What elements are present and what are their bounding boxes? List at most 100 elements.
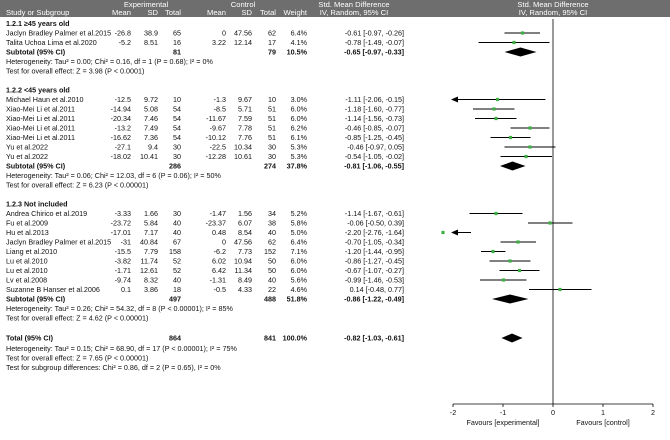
point-estimate — [441, 230, 445, 235]
study-weight: 6.2% — [291, 124, 308, 133]
header-exp-total: Total — [165, 8, 181, 17]
study-ctrl-mean: -1.47 — [210, 209, 226, 218]
study-weight: 6.1% — [291, 133, 308, 142]
total-ctrl-total: 841 — [264, 334, 276, 343]
subtotal-ci-text: -0.65 [-0.97, -0.33] — [344, 48, 404, 57]
point-estimate — [508, 135, 513, 140]
study-weight: 5.0% — [291, 228, 308, 237]
study-exp-total: 52 — [173, 257, 181, 266]
study-exp-sd: 10.41 — [140, 152, 158, 161]
study-exp-mean: -14.94 — [111, 105, 131, 114]
study-ctrl-sd: 10.34 — [234, 143, 252, 152]
study-ctrl-sd: 8.54 — [238, 228, 252, 237]
study-ctrl-sd: 47.56 — [234, 29, 252, 38]
subtotal-exp-total: 81 — [173, 48, 181, 57]
study-ctrl-mean: -1.3 — [214, 95, 226, 104]
study-exp-sd: 11.74 — [141, 257, 158, 266]
study-ctrl-total: 40 — [268, 276, 276, 285]
study-exp-sd: 7.17 — [144, 228, 158, 237]
study-name: Yu et al.2022 — [6, 143, 48, 152]
study-ctrl-mean: -23.37 — [206, 219, 226, 228]
study-ci-text: -1.20 [-1.44, -0.95] — [345, 247, 404, 256]
study-ci-text: -0.78 [-1.49, -0.07] — [345, 38, 404, 47]
study-ci-text: -0.46 [-0.85, -0.07] — [345, 124, 404, 133]
point-estimate — [501, 278, 506, 282]
header-control: Control — [231, 0, 256, 9]
study-weight: 5.3% — [291, 152, 308, 161]
header-smd-text: Std. Mean Difference — [318, 0, 389, 9]
study-name: Xiao-Mei Li et al.2011 — [6, 105, 75, 114]
study-ctrl-sd: 10.61 — [234, 152, 252, 161]
subtotal-weight: 37.8% — [287, 162, 308, 171]
subtotal-ctrl-total: 488 — [264, 295, 276, 304]
study-ci-text: -0.06 [-0.50, 0.39] — [347, 219, 404, 228]
study-exp-sd: 1.66 — [144, 209, 158, 218]
study-ctrl-sd: 7.73 — [238, 247, 252, 256]
study-exp-total: 40 — [173, 228, 181, 237]
study-ctrl-total: 40 — [268, 228, 276, 237]
study-exp-mean: -23.72 — [111, 219, 131, 228]
study-ctrl-mean: 6.02 — [212, 257, 226, 266]
study-exp-total: 54 — [173, 124, 181, 133]
point-estimate — [520, 31, 525, 35]
study-ctrl-mean: -8.5 — [214, 105, 226, 114]
study-exp-sd: 40.84 — [140, 238, 158, 247]
study-weight: 5.2% — [291, 209, 308, 218]
study-ci-text: 0.14 [-0.48, 0.77] — [350, 285, 404, 294]
header-smd-plot: Std. Mean Difference — [517, 0, 588, 9]
study-name: Hu et al.2013 — [6, 228, 49, 237]
study-ci-text: -0.85 [-1.25, -0.45] — [345, 133, 404, 142]
study-weight: 5.3% — [291, 143, 308, 152]
study-ctrl-total: 22 — [268, 285, 276, 294]
study-ctrl-mean: -12.28 — [206, 152, 226, 161]
study-ctrl-total: 51 — [268, 105, 276, 114]
study-weight: 6.0% — [291, 257, 308, 266]
point-estimate — [516, 240, 520, 244]
study-exp-sd: 5.08 — [144, 105, 158, 114]
study-name: Lu et al.2010 — [6, 257, 48, 266]
study-ci-text: -1.18 [-1.60, -0.77] — [345, 105, 404, 114]
study-ctrl-sd: 9.67 — [238, 95, 252, 104]
study-exp-mean: -17.01 — [111, 228, 131, 237]
total-weight: 100.0% — [283, 334, 308, 343]
study-name: Lv et al.2008 — [6, 276, 47, 285]
study-exp-total: 30 — [173, 152, 181, 161]
study-name: Michael Haun et al.2010 — [6, 95, 84, 104]
study-weight: 4.1% — [291, 38, 308, 47]
study-exp-total: 158 — [169, 247, 181, 256]
study-exp-mean: -26.8 — [115, 29, 131, 38]
study-ci-text: -1.11 [-2.06, -0.15] — [345, 95, 404, 104]
favours-left-label: Favours [experimental] — [466, 418, 539, 427]
study-exp-mean: -13.2 — [115, 124, 131, 133]
study-ctrl-total: 51 — [268, 133, 276, 142]
study-exp-mean: -12.5 — [115, 95, 131, 104]
point-estimate — [528, 145, 532, 149]
study-weight: 4.6% — [291, 285, 308, 294]
study-ctrl-sd: 11.34 — [235, 266, 252, 275]
study-weight: 5.6% — [291, 276, 308, 285]
study-ctrl-total: 50 — [268, 266, 276, 275]
study-weight: 6.0% — [291, 266, 308, 275]
subtotal-label: Subtotal (95% CI) — [6, 162, 66, 171]
study-ctrl-total: 38 — [268, 219, 276, 228]
study-exp-mean: 0.1 — [121, 285, 131, 294]
study-ctrl-sd: 47.56 — [234, 238, 252, 247]
subgroup-title: 1.2.3 Not included — [6, 200, 68, 209]
study-ctrl-total: 34 — [268, 209, 276, 218]
study-ctrl-mean: -22.5 — [210, 143, 226, 152]
study-exp-mean: -1.71 — [115, 266, 131, 275]
study-ci-text: -2.20 [-2.76, -1.64] — [345, 228, 404, 237]
total-diamond — [501, 333, 523, 343]
study-ctrl-mean: -11.67 — [206, 114, 226, 123]
study-name: Fu et al.2009 — [6, 219, 48, 228]
study-weight: 6.0% — [291, 114, 308, 123]
point-estimate — [558, 287, 562, 292]
study-ctrl-mean: 0 — [222, 238, 226, 247]
header-smd-plot-sub: IV, Random, 95% CI — [519, 8, 588, 17]
study-exp-sd: 38.9 — [144, 29, 158, 38]
study-exp-total: 10 — [173, 95, 181, 104]
study-exp-total: 54 — [173, 114, 181, 123]
study-name: Lu et al.2010 — [6, 266, 48, 275]
study-exp-sd: 7.79 — [144, 247, 158, 256]
study-ci-text: -0.86 [-1.27, -0.45] — [345, 257, 404, 266]
